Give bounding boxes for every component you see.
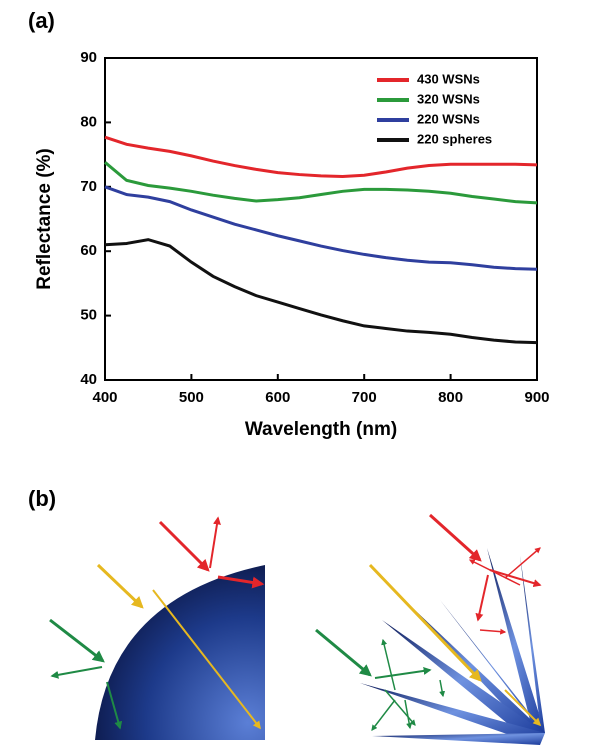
series-line bbox=[104, 161, 538, 205]
x-tick-label: 900 bbox=[524, 389, 549, 406]
x-tick-label: 600 bbox=[265, 389, 290, 406]
y-tick-label: 50 bbox=[80, 307, 97, 324]
series-line bbox=[104, 185, 538, 271]
y-tick-label: 40 bbox=[80, 371, 97, 388]
legend-label: 430 WSNs bbox=[417, 71, 480, 86]
series-line bbox=[104, 238, 538, 345]
series-line bbox=[104, 135, 538, 178]
y-axis-label: Reflectance (%) bbox=[34, 148, 55, 290]
x-axis-label: Wavelength (nm) bbox=[245, 419, 397, 440]
legend-label: 220 spheres bbox=[417, 131, 492, 146]
y-tick-label: 60 bbox=[80, 242, 97, 259]
panel-label: (b) bbox=[28, 486, 56, 511]
plot-frame bbox=[104, 57, 538, 381]
x-tick-label: 500 bbox=[179, 389, 204, 406]
y-tick-label: 90 bbox=[80, 49, 97, 66]
plot: 400 500 600 700 800 900 40 50 60 70 80 90 Wavelength… bbox=[34, 49, 550, 440]
diagram-sphere bbox=[49, 516, 265, 740]
panel-label: (a) bbox=[28, 8, 55, 33]
diagram-wsn bbox=[315, 513, 545, 745]
legend-label: 320 WSNs bbox=[417, 91, 480, 106]
legend-label: 220 WSNs bbox=[417, 111, 480, 126]
x-tick-label: 400 bbox=[92, 389, 117, 406]
x-tick-label: 800 bbox=[438, 389, 463, 406]
y-tick-label: 80 bbox=[80, 113, 97, 130]
y-tick-label: 70 bbox=[80, 178, 97, 195]
x-tick-label: 700 bbox=[352, 389, 377, 406]
